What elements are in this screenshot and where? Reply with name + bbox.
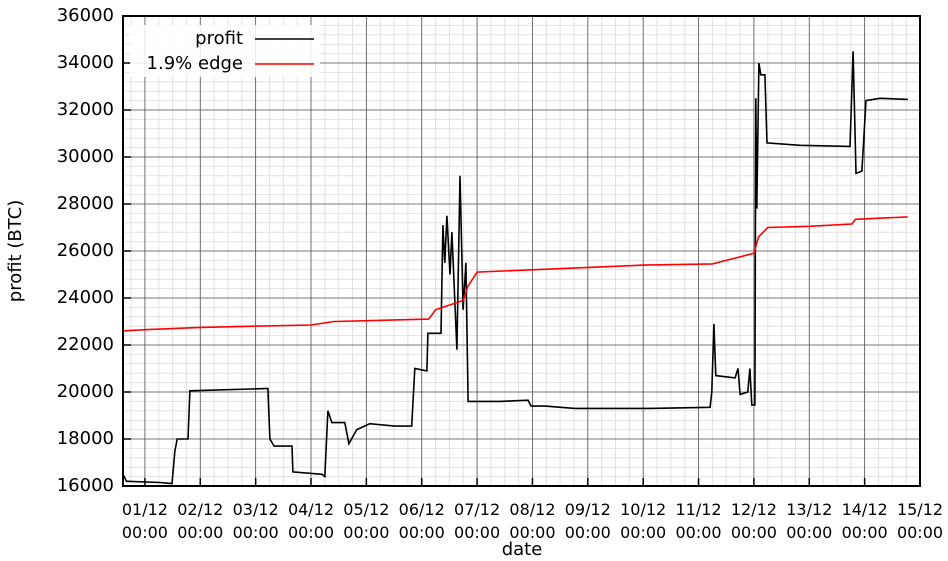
x-tick-label: 05/12 00:00 <box>343 500 390 542</box>
x-tick-label: 01/12 00:00 <box>121 500 168 542</box>
legend: profit 1.9% edge <box>130 25 320 77</box>
y-tick-label: 26000 <box>57 240 114 261</box>
x-tick-label: 07/12 00:00 <box>454 500 501 542</box>
x-tick-label: 04/12 00:00 <box>287 500 335 542</box>
x-tick-label: 12/12 00:00 <box>730 500 777 542</box>
legend-box <box>130 25 320 77</box>
x-tick-label: 13/12 00:00 <box>786 500 833 542</box>
y-tick-label: 28000 <box>57 193 114 214</box>
x-tick-label: 11/12 00:00 <box>675 500 722 542</box>
x-tick-label: 03/12 00:00 <box>232 500 279 542</box>
x-axis-label: date <box>502 539 543 560</box>
y-tick-label: 32000 <box>57 99 114 120</box>
y-tick-label: 16000 <box>57 475 114 496</box>
y-tick-label: 36000 <box>57 5 114 26</box>
y-tick-label: 24000 <box>57 287 114 308</box>
x-tick-label: 09/12 00:00 <box>564 500 611 542</box>
y-tick-label: 34000 <box>57 52 114 73</box>
x-tick-label: 14/12 00:00 <box>841 500 888 542</box>
y-tick-label: 20000 <box>57 381 114 402</box>
x-tick-label: 10/12 00:00 <box>620 500 667 542</box>
series-line <box>122 216 908 332</box>
series-line <box>122 51 908 485</box>
x-tick-label: 08/12 00:00 <box>509 500 556 542</box>
y-tick-label: 22000 <box>57 334 114 355</box>
legend-label: 1.9% edge <box>147 53 243 74</box>
x-tick-label: 02/12 00:00 <box>177 500 224 542</box>
y-tick-label: 18000 <box>57 428 114 449</box>
x-tick-label: 06/12 00:00 <box>398 500 445 542</box>
y-tick-label: 30000 <box>57 146 114 167</box>
y-axis-label: profit (BTC) <box>5 200 26 302</box>
plot-frame <box>122 15 921 487</box>
x-tick-label: 15/12 00:00 <box>896 500 944 542</box>
legend-label: profit <box>195 28 243 49</box>
